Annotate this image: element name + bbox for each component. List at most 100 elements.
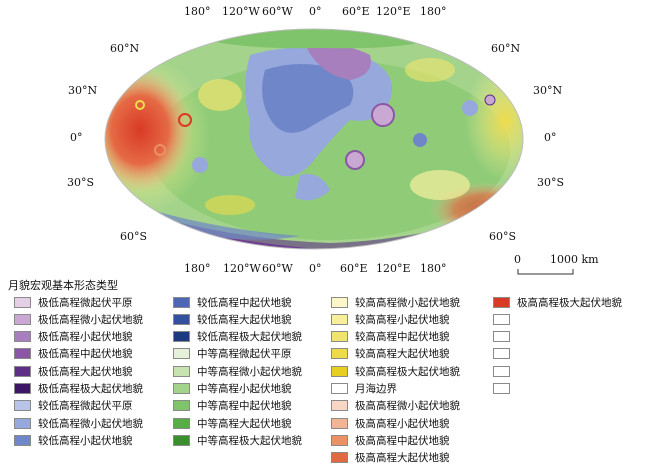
top-lon-label: 180° — [420, 5, 447, 18]
legend-item: 极低高程微起伏平原 — [14, 295, 133, 309]
bottom-lon-label: 60°E — [340, 262, 368, 275]
legend-item: 中等高程极大起伏地貌 — [173, 433, 302, 447]
legend-item: 较低高程中起伏地貌 — [173, 295, 292, 309]
legend-label: 较高高程微小起伏地貌 — [355, 296, 460, 309]
legend-item: 较低高程微小起伏地貌 — [14, 416, 143, 430]
legend-item: 极高高程中起伏地貌 — [331, 433, 450, 447]
left-lat-label: 30°S — [67, 176, 95, 189]
legend-label: 极低高程微小起伏地貌 — [38, 313, 143, 326]
top-lon-label: 0° — [309, 5, 322, 18]
legend-label: 极高高程微小起伏地貌 — [355, 400, 460, 413]
legend-item — [493, 347, 517, 361]
legend-item: 中等高程中起伏地貌 — [173, 399, 292, 413]
legend-item: 较低高程大起伏地貌 — [173, 312, 292, 326]
legend-label: 中等高程极大起伏地貌 — [197, 434, 302, 447]
top-lon-label: 60°W — [262, 5, 293, 18]
legend-swatch — [331, 348, 348, 360]
legend-label: 极高高程极大起伏地貌 — [517, 296, 622, 309]
scale-bar: 0 1000 km — [514, 253, 624, 278]
legend-label: 极低高程大起伏地貌 — [38, 365, 133, 378]
legend-label: 较高高程极大起伏地貌 — [355, 365, 460, 378]
legend-label: 极低高程小起伏地貌 — [38, 331, 133, 344]
legend-item: 极低高程中起伏地貌 — [14, 347, 133, 361]
legend-swatch — [173, 400, 190, 412]
lunar-landform-map — [104, 28, 524, 250]
legend-item: 较高高程大起伏地貌 — [331, 347, 450, 361]
legend-item: 极高高程大起伏地貌 — [331, 451, 450, 465]
top-lon-label: 120°W — [222, 5, 260, 18]
legend-swatch — [331, 331, 348, 343]
legend-item — [493, 382, 517, 396]
legend-item: 极高高程极大起伏地貌 — [493, 295, 622, 309]
legend-item: 中等高程微起伏平原 — [173, 347, 292, 361]
legend-label: 较低高程中起伏地貌 — [197, 296, 292, 309]
scale-bar-line — [517, 269, 574, 275]
legend-swatch — [14, 417, 31, 429]
legend-item: 较高高程微小起伏地貌 — [331, 295, 460, 309]
legend-swatch — [493, 331, 510, 343]
legend-item: 极高高程小起伏地貌 — [331, 416, 450, 430]
legend-label: 中等高程中起伏地貌 — [197, 400, 292, 413]
legend-swatch — [493, 313, 510, 325]
legend-swatch — [14, 331, 31, 343]
legend-swatch — [331, 365, 348, 377]
legend-swatch — [173, 365, 190, 377]
legend-swatch — [493, 383, 510, 394]
legend-label: 较高高程小起伏地貌 — [355, 313, 450, 326]
legend-label: 较低高程微小起伏地貌 — [38, 417, 143, 430]
legend-label: 较低高程极大起伏地貌 — [197, 331, 302, 344]
top-lon-label: 60°E — [342, 5, 370, 18]
legend-swatch — [173, 313, 190, 325]
legend-label: 极低高程微起伏平原 — [38, 296, 133, 309]
legend-label: 较低高程大起伏地貌 — [197, 313, 292, 326]
legend-item: 较高高程小起伏地貌 — [331, 312, 450, 326]
left-lat-label: 0° — [70, 131, 83, 144]
legend-label: 较低高程小起伏地貌 — [38, 434, 133, 447]
legend-label: 较高高程大起伏地貌 — [355, 348, 450, 361]
bottom-lon-label: 0° — [309, 262, 322, 275]
left-lat-label: 30°N — [68, 84, 98, 97]
legend-swatch — [173, 296, 190, 308]
legend-item: 极低高程极大起伏地貌 — [14, 382, 143, 396]
legend-swatch — [331, 400, 348, 412]
legend-item: 中等高程大起伏地貌 — [173, 416, 292, 430]
legend-label: 极高高程大起伏地貌 — [355, 452, 450, 465]
legend-swatch — [493, 365, 510, 377]
legend-item: 较高高程中起伏地貌 — [331, 330, 450, 344]
legend-item — [493, 364, 517, 378]
map-surface — [105, 29, 523, 249]
legend-item: 中等高程小起伏地貌 — [173, 382, 292, 396]
bottom-lon-label: 120°W — [223, 262, 261, 275]
legend-item: 极低高程微小起伏地貌 — [14, 312, 143, 326]
top-lon-label: 180° — [184, 5, 211, 18]
scale-distance-label: 1000 km — [550, 253, 599, 266]
legend-label: 中等高程微起伏平原 — [197, 348, 292, 361]
legend-item: 中等高程微小起伏地貌 — [173, 364, 302, 378]
right-lat-label: 30°S — [537, 176, 565, 189]
legend-label: 中等高程小起伏地貌 — [197, 383, 292, 395]
bottom-lon-label: 60°W — [262, 262, 293, 275]
legend-item: 极低高程大起伏地貌 — [14, 364, 133, 378]
legend-item: 较高高程极大起伏地貌 — [331, 364, 460, 378]
legend-swatch — [14, 383, 31, 394]
legend-label: 较低高程微起伏平原 — [38, 400, 133, 413]
legend-item: 极低高程小起伏地貌 — [14, 330, 133, 344]
legend-swatch — [331, 296, 348, 308]
legend-item: 月海边界 — [331, 382, 397, 396]
bottom-lon-label: 120°E — [376, 262, 411, 275]
legend-item: 较低高程微起伏平原 — [14, 399, 133, 413]
legend-swatch — [14, 400, 31, 412]
right-lat-label: 60°N — [491, 42, 521, 55]
legend-swatch — [173, 417, 190, 429]
legend-swatch — [173, 434, 190, 446]
legend-label: 极高高程小起伏地貌 — [355, 417, 450, 430]
legend-swatch — [14, 434, 31, 446]
legend-swatch — [14, 313, 31, 325]
left-lat-label: 60°N — [110, 42, 140, 55]
bottom-lon-label: 180° — [184, 262, 211, 275]
legend-label: 中等高程微小起伏地貌 — [197, 365, 302, 378]
scale-zero-label: 0 — [514, 253, 521, 266]
legend-item: 较低高程极大起伏地貌 — [173, 330, 302, 344]
top-lon-label: 120°E — [376, 5, 411, 18]
legend-swatch — [493, 296, 510, 308]
